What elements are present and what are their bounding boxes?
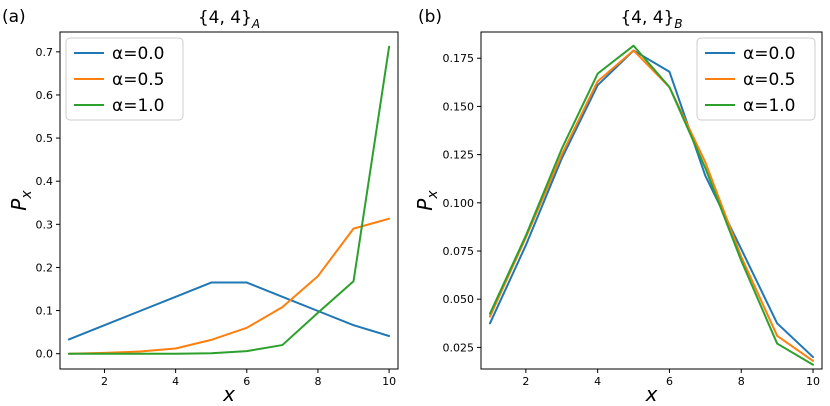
y-axis-label: Px (413, 190, 441, 211)
legend-box (696, 37, 816, 121)
legend-box (65, 37, 184, 121)
panel-label: (b) (418, 7, 442, 27)
y-tick-label: 0.3 (36, 218, 54, 231)
legend-label-2: α=1.0 (112, 96, 165, 116)
y-tick-label: 0.7 (36, 46, 54, 59)
x-tick-label: 2 (101, 375, 108, 388)
x-tick-label: 8 (314, 375, 321, 388)
legend-label-2: α=1.0 (743, 96, 796, 116)
legend-label-1: α=0.5 (743, 70, 796, 90)
plot-area (67, 45, 391, 355)
panel-b: (b) {4, 4}B 2 4 6 8 10 0.025 0.050 0.075 0.100 0.12… (413, 7, 823, 406)
y-axis-label: Px (7, 190, 35, 211)
chart-title: {4, 4}B (620, 8, 682, 31)
legend-label-0: α=0.0 (112, 44, 165, 64)
x-axis-label: x (645, 382, 658, 406)
legend: α=0.0 α=0.5 α=1.0 (65, 37, 184, 121)
x-axis-label: x (222, 382, 235, 406)
x-tick-label: 2 (522, 375, 529, 388)
panel-a: (a) {4, 4}A 2 4 6 8 10 0.0 0.1 0.2 0.3 0.4 0.5 0.6 0.7… (2, 7, 399, 406)
y-tick-label: 0.5 (36, 132, 54, 145)
x-tick-label: 10 (382, 375, 396, 388)
y-tick-label: 0.0 (36, 348, 54, 361)
y-tick-label: 0.175 (443, 52, 475, 65)
series-line-0 (488, 49, 815, 359)
legend-label-1: α=0.5 (112, 70, 165, 90)
x-tick-label: 8 (738, 375, 745, 388)
legend: α=0.0 α=0.5 α=1.0 (696, 37, 816, 121)
y-tick-label: 0.1 (36, 305, 54, 318)
y-tick-label: 0.025 (443, 341, 475, 354)
x-tick-label: 4 (594, 375, 601, 388)
series-line-2 (67, 45, 391, 355)
series-line-1 (488, 49, 815, 362)
x-tick-label: 6 (666, 375, 673, 388)
y-tick-label: 0.100 (443, 197, 475, 210)
x-tick-label: 10 (806, 375, 820, 388)
y-tick-label: 0.2 (36, 261, 54, 274)
panel-label: (a) (2, 7, 26, 27)
series-line-1 (67, 217, 391, 355)
x-tick-label: 6 (243, 375, 250, 388)
y-tick-label: 0.075 (443, 245, 475, 258)
axes-frame (480, 31, 823, 370)
y-tick-label: 0.150 (443, 100, 475, 113)
series-line-0 (67, 281, 391, 341)
legend-label-0: α=0.0 (743, 44, 796, 64)
y-tick-label: 0.4 (36, 175, 54, 188)
y-tick-label: 0.050 (443, 293, 475, 306)
chart-title: {4, 4}A (198, 8, 260, 31)
x-tick-label: 4 (172, 375, 179, 388)
axes-frame (59, 31, 399, 370)
plot-area (488, 44, 815, 366)
y-tick-label: 0.125 (443, 149, 475, 162)
series-line-2 (488, 44, 815, 366)
y-tick-label: 0.6 (36, 89, 54, 102)
